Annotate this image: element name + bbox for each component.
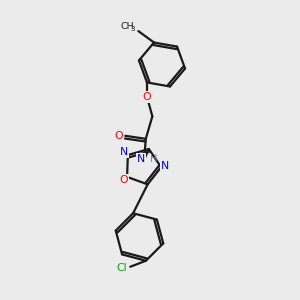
Text: N: N xyxy=(137,154,146,164)
Text: 3: 3 xyxy=(131,26,135,32)
Text: CH: CH xyxy=(120,22,134,31)
Text: O: O xyxy=(114,131,123,141)
Text: O: O xyxy=(142,92,151,102)
Text: H: H xyxy=(150,154,158,164)
Text: Cl: Cl xyxy=(117,263,127,273)
Text: O: O xyxy=(119,175,128,185)
Text: N: N xyxy=(120,147,128,157)
Text: N: N xyxy=(160,160,169,171)
